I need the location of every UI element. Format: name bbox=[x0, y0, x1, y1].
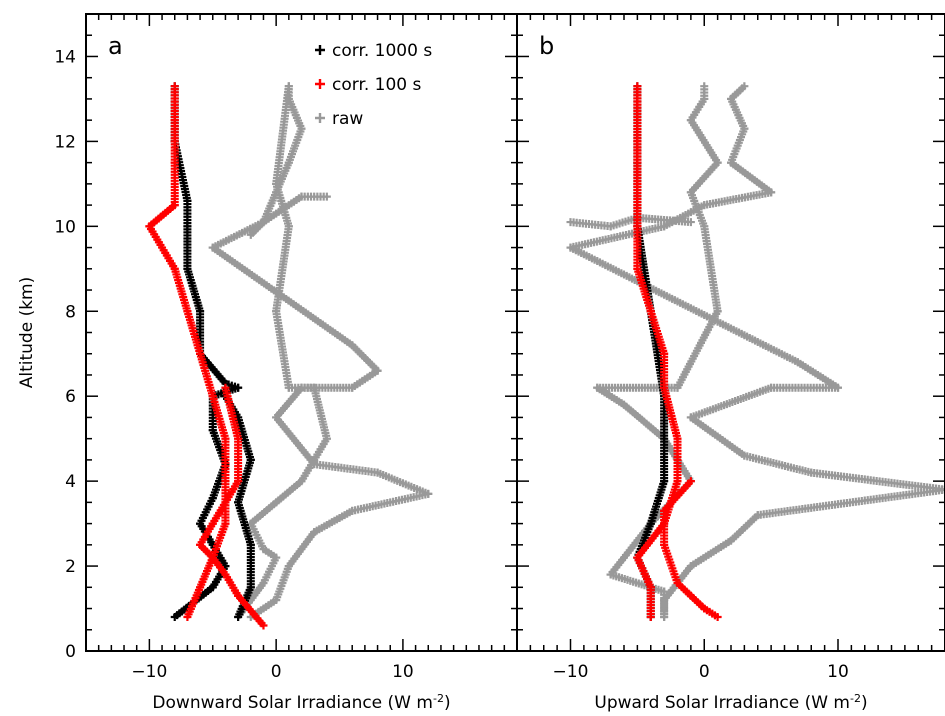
series-corr-1000-s bbox=[170, 82, 255, 622]
y-tick-label: 4 bbox=[65, 472, 76, 492]
marks-panel-b bbox=[566, 82, 945, 622]
y-tick-label: 6 bbox=[65, 387, 76, 407]
data-point bbox=[700, 82, 709, 91]
series-corr-100-s bbox=[145, 82, 268, 630]
data-point bbox=[686, 477, 695, 486]
data-point bbox=[686, 218, 695, 227]
data-point bbox=[740, 82, 749, 91]
y-tick-label: 0 bbox=[65, 642, 76, 662]
x-tick-label: −10 bbox=[553, 662, 589, 682]
marks-panel-a bbox=[145, 82, 433, 630]
legend-marker bbox=[315, 79, 325, 89]
data-point bbox=[170, 82, 179, 91]
y-tick-label: 12 bbox=[54, 132, 76, 152]
y-tick-label: 10 bbox=[54, 217, 76, 237]
x-tick-label: 0 bbox=[699, 662, 710, 682]
legend-marker bbox=[315, 45, 325, 55]
x-axis-title-a: Downward Solar Irradiance (W m-2) bbox=[152, 692, 450, 714]
x-axis-title-b-close: ) bbox=[861, 693, 868, 713]
series-raw bbox=[566, 82, 945, 622]
x-axis-title-a-exponent: -2 bbox=[433, 692, 444, 705]
y-tick-label: 8 bbox=[65, 302, 76, 322]
legend-marker bbox=[315, 113, 325, 123]
legend-label: raw bbox=[332, 109, 363, 129]
x-tick-label: −10 bbox=[131, 662, 167, 682]
panel-label-b: b bbox=[539, 32, 554, 60]
x-axis-title-b-exponent: -2 bbox=[850, 692, 861, 705]
x-axis-title-a-close: ) bbox=[444, 693, 451, 713]
y-tick-label: 2 bbox=[65, 557, 76, 577]
legend: corr. 1000 s corr. 100 s raw bbox=[315, 41, 432, 129]
x-axis-title-b: Upward Solar Irradiance (W m-2) bbox=[594, 692, 867, 714]
legend-label: corr. 1000 s bbox=[332, 41, 432, 61]
data-point bbox=[221, 383, 230, 392]
panel-label-a: a bbox=[108, 32, 123, 60]
y-axis-title: Altitude (km) bbox=[17, 277, 37, 389]
data-point bbox=[284, 82, 293, 91]
data-point bbox=[322, 192, 331, 201]
x-tick-label: 10 bbox=[827, 662, 849, 682]
series-corr-100-s bbox=[633, 82, 722, 622]
x-axis-title-b-text: Upward Solar Irradiance (W m bbox=[594, 693, 850, 713]
x-tick-label: 10 bbox=[392, 662, 414, 682]
y-tick-label: 14 bbox=[54, 47, 76, 67]
data-point bbox=[633, 82, 642, 91]
panel-b: −10 0 10 b Upward Solar Irradiance (W m-2) bbox=[516, 13, 945, 714]
x-axis-title-a-text: Downward Solar Irradiance (W m bbox=[152, 693, 433, 713]
plot-frame-a bbox=[85, 13, 518, 652]
legend-label: corr. 100 s bbox=[332, 75, 422, 95]
ticks-panel-a: −10 0 10 0 2 4 6 8 10 12 14 bbox=[54, 13, 518, 682]
series-raw bbox=[208, 82, 433, 622]
ticks-panel-b: −10 0 10 bbox=[516, 13, 945, 682]
x-tick-label: 0 bbox=[271, 662, 282, 682]
